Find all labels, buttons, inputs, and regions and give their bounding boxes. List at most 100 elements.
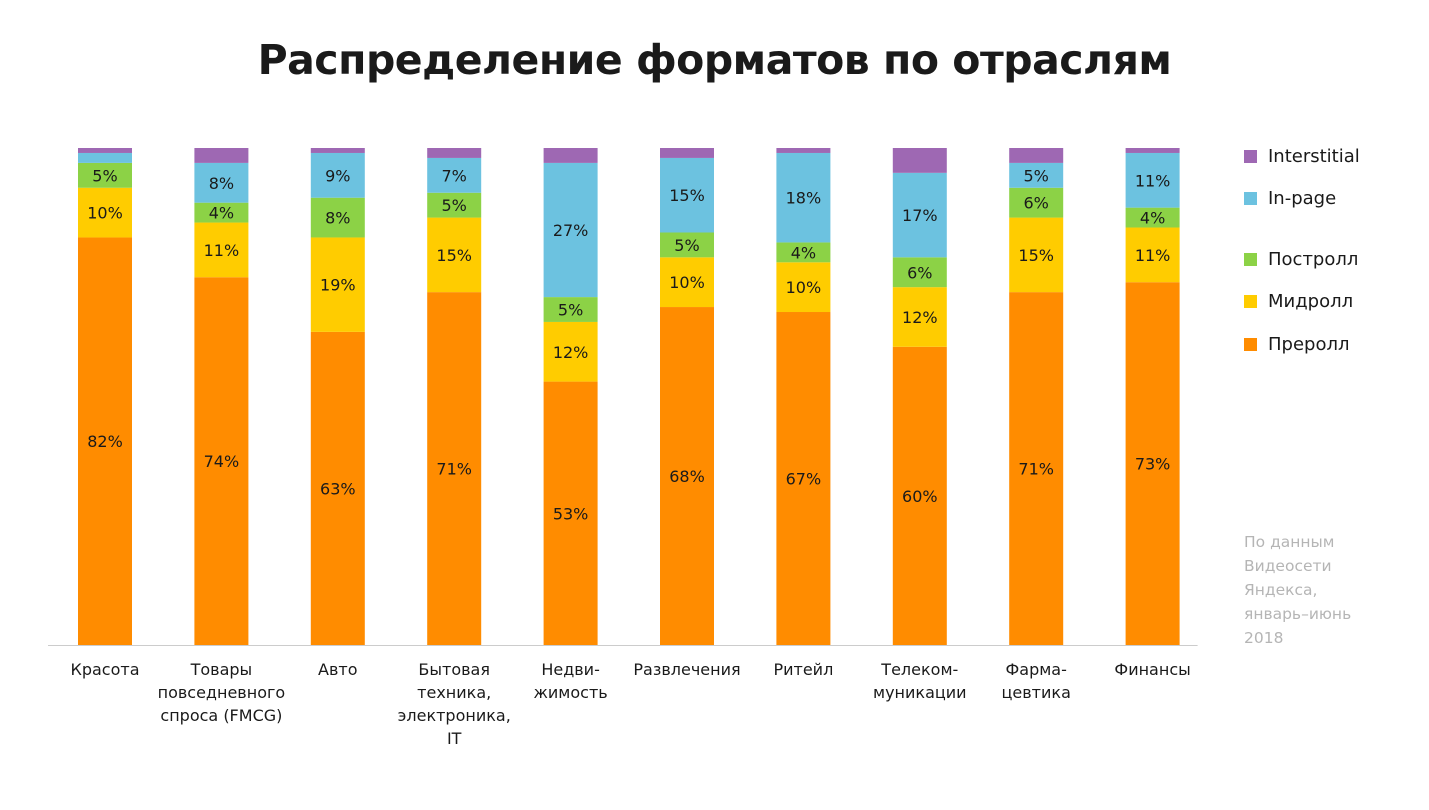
bar-segment[interactable] xyxy=(1125,152,1180,208)
bar-value-label: 74% xyxy=(204,452,240,471)
bar-segment[interactable] xyxy=(1009,217,1064,293)
bar-segment[interactable] xyxy=(543,321,598,382)
bar-segment[interactable] xyxy=(892,172,947,258)
bar-segment[interactable] xyxy=(1125,148,1180,153)
bar-value-label: 68% xyxy=(669,467,705,486)
bar-value-label: 82% xyxy=(87,432,123,451)
bar-segment[interactable] xyxy=(78,148,132,153)
bar-segment[interactable] xyxy=(543,148,598,163)
legend-item-preroll[interactable]: Преролл xyxy=(1244,333,1349,355)
bar-segment[interactable] xyxy=(660,148,714,158)
bar-segment[interactable] xyxy=(310,331,365,645)
chart-title: Распределение форматов по отраслям xyxy=(257,36,1172,84)
bar-value-label: 6% xyxy=(1024,194,1049,213)
legend-label: Interstitial xyxy=(1268,145,1360,167)
bar-value-label: 12% xyxy=(553,343,589,362)
legend-label: Постролл xyxy=(1268,248,1359,270)
bar-value-label: 8% xyxy=(325,209,350,228)
bar-segment[interactable] xyxy=(194,162,249,203)
bar-segment[interactable] xyxy=(427,217,482,293)
category-label-line: муникации xyxy=(873,683,967,702)
bar-value-label: 11% xyxy=(204,241,240,260)
bar-segment[interactable] xyxy=(78,187,132,238)
bar-segment[interactable] xyxy=(310,148,365,153)
bar-segment[interactable] xyxy=(78,237,132,645)
bar-segment[interactable] xyxy=(427,157,482,193)
bar-segment[interactable] xyxy=(310,237,365,332)
bar-value-label: 11% xyxy=(1135,246,1171,265)
category-label: Финансы xyxy=(1114,660,1190,679)
legend-label: Преролл xyxy=(1268,333,1350,355)
bar-value-label: 10% xyxy=(786,278,822,297)
category-label: Красота xyxy=(70,660,139,679)
category-label: Развлечения xyxy=(633,660,740,679)
bar-segment[interactable] xyxy=(194,148,249,163)
bar-segment[interactable] xyxy=(310,152,365,198)
bar-segment[interactable] xyxy=(1009,148,1064,163)
bar-segment[interactable] xyxy=(660,157,714,233)
legend-item-midroll[interactable]: Мидролл xyxy=(1244,290,1353,312)
bar-value-label: 6% xyxy=(907,263,932,282)
bar-value-label: 5% xyxy=(674,236,699,255)
bar-value-label: 10% xyxy=(669,273,705,292)
legend-swatch xyxy=(1244,252,1257,266)
bar-value-label: 18% xyxy=(786,189,822,208)
bar-segment[interactable] xyxy=(776,312,831,645)
legend-swatch xyxy=(1244,191,1257,205)
bar-segment[interactable] xyxy=(1125,207,1180,228)
bar-segment[interactable] xyxy=(660,257,714,308)
bar-segment[interactable] xyxy=(78,162,132,188)
category-label-line: Бытовая xyxy=(418,660,490,679)
bar-value-label: 71% xyxy=(1018,460,1054,479)
category-label-line: техника, xyxy=(417,683,491,702)
bar-segment[interactable] xyxy=(78,152,132,163)
bar-segment[interactable] xyxy=(892,346,947,645)
bar-value-label: 4% xyxy=(1140,209,1165,228)
bar-segment[interactable] xyxy=(427,292,482,645)
bar-segment[interactable] xyxy=(1009,187,1064,218)
bar-segment[interactable] xyxy=(1009,162,1064,188)
category-label: Фарма-цевтика xyxy=(1002,660,1071,702)
category-label-line: Авто xyxy=(318,660,357,679)
legend-item-in-page[interactable]: In-page xyxy=(1244,187,1336,209)
bar-segment[interactable] xyxy=(194,202,249,223)
category-label: Ритейл xyxy=(773,660,833,679)
bar-segment[interactable] xyxy=(776,242,831,263)
bar-value-label: 53% xyxy=(553,504,589,523)
category-label: Недви-жимость xyxy=(533,660,607,702)
bar-segment[interactable] xyxy=(776,152,831,243)
bar-segment[interactable] xyxy=(194,277,249,645)
bar-segment[interactable] xyxy=(194,222,249,278)
bar-segment[interactable] xyxy=(1125,227,1180,283)
bar-value-label: 15% xyxy=(1018,246,1054,265)
bar-value-label: 8% xyxy=(209,174,234,193)
bar-segment[interactable] xyxy=(543,162,598,298)
bar-value-label: 4% xyxy=(209,204,234,223)
bar-segment[interactable] xyxy=(892,257,947,288)
bar-segment[interactable] xyxy=(1009,292,1064,645)
bar-segment[interactable] xyxy=(427,148,482,158)
bar-segment[interactable] xyxy=(543,297,598,322)
legend-item-postroll[interactable]: Постролл xyxy=(1244,248,1358,270)
bar-value-label: 67% xyxy=(786,470,822,489)
value-labels-layer: 82% 10% 5% 74% 11% 4% 8% 63% 19% 8% 9% 71% 15% 5% 7% 53… xyxy=(87,166,1170,523)
bar-segment[interactable] xyxy=(427,192,482,218)
bar-segment[interactable] xyxy=(660,232,714,258)
bar-value-label: 73% xyxy=(1135,455,1171,474)
category-label: Телеком-муникации xyxy=(873,660,967,702)
bar-segment[interactable] xyxy=(892,287,947,347)
bar-segment[interactable] xyxy=(310,197,365,238)
category-label: Авто xyxy=(318,660,357,679)
source-note-line: январь–июнь xyxy=(1244,605,1352,623)
category-labels-layer: Красота Товары повседневного спроса (FMCG) А… xyxy=(70,660,1190,748)
bar-segment[interactable] xyxy=(776,262,831,313)
bar-segment[interactable] xyxy=(892,148,947,173)
bar-segment[interactable] xyxy=(660,307,714,645)
bar-segment[interactable] xyxy=(1125,282,1180,645)
category-label-line: Товары xyxy=(190,660,253,679)
bar-value-label: 17% xyxy=(902,206,938,225)
bar-segment[interactable] xyxy=(776,148,831,153)
legend-item-interstitial[interactable]: Interstitial xyxy=(1244,145,1360,167)
category-label-line: жимость xyxy=(533,683,607,702)
bar-segment[interactable] xyxy=(543,381,598,645)
